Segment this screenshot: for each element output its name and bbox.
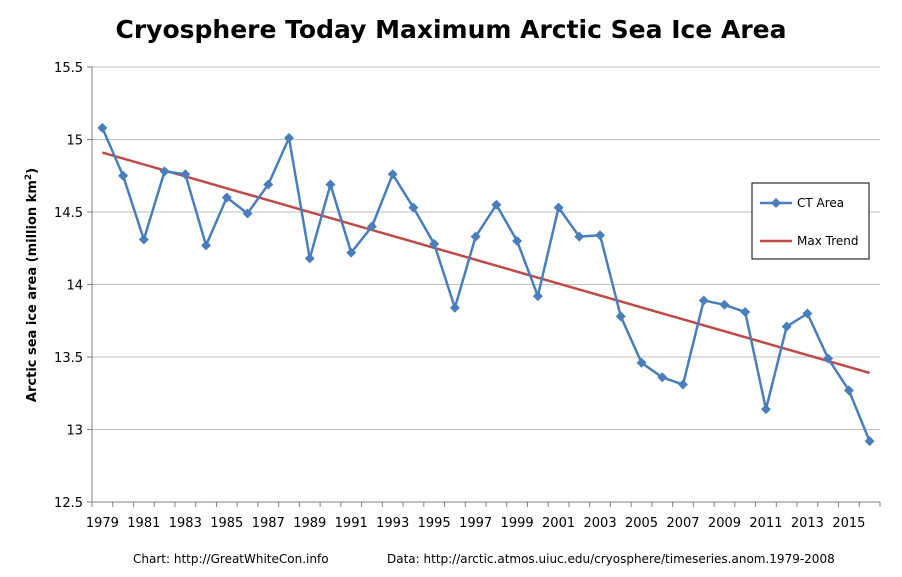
data-point-2009	[719, 299, 730, 310]
y-tick-label: 13.5	[54, 351, 83, 366]
legend-box	[751, 182, 870, 260]
data-point-1999	[512, 236, 523, 246]
data-point-2016	[864, 436, 875, 447]
data-point-1992	[366, 221, 377, 232]
data-point-1996	[449, 302, 460, 313]
data-point-2005	[636, 357, 647, 368]
data-point-1990	[325, 179, 336, 190]
series-max-trend	[102, 151, 870, 375]
data-point-1998	[491, 199, 502, 210]
data-point-1983	[180, 169, 191, 180]
data-point-2012	[781, 321, 792, 332]
x-tick-label: 1979	[86, 516, 119, 531]
data-point-2003	[595, 230, 606, 241]
data-point-2004	[615, 311, 626, 322]
x-tick-label: 2009	[708, 516, 741, 531]
data-point-2006	[657, 372, 668, 383]
x-tick-label: 2011	[749, 516, 782, 531]
data-point-1997	[470, 231, 481, 242]
y-tick-label: 14	[66, 279, 83, 294]
data-point-2002	[574, 231, 585, 242]
data-point-2008	[698, 295, 709, 306]
y-tick-label: 12.5	[54, 496, 83, 511]
x-tick-label: 1997	[459, 516, 492, 531]
data-point-2007	[678, 379, 688, 390]
legend-marker-ct-area	[771, 198, 781, 208]
data-point-1985	[221, 192, 232, 203]
data-point-1995	[429, 238, 440, 249]
data-point-2015	[843, 385, 854, 396]
data-point-2013	[802, 308, 813, 319]
x-tick-label: 2005	[625, 516, 658, 531]
x-tick-label: 1991	[335, 516, 368, 531]
data-point-2000	[532, 291, 543, 302]
x-tick-label: 2003	[584, 516, 617, 531]
y-tick-label: 14.5	[54, 206, 83, 221]
data-point-1980	[118, 170, 129, 181]
y-axis-label-close: )	[25, 168, 40, 174]
legend-label-max-trend: Max Trend	[797, 234, 858, 248]
x-tick-label: 1987	[252, 516, 285, 531]
data-point-1991	[346, 247, 357, 258]
y-tick-label: 15	[66, 134, 83, 149]
footer-chart-credit: Chart: http://GreatWhiteCon.info	[133, 552, 329, 566]
footer-data-source: Data: http://arctic.atmos.uiuc.edu/cryos…	[387, 552, 835, 566]
legend: CT Area Max Trend	[751, 182, 870, 260]
x-tick-label: 1989	[293, 516, 326, 531]
data-point-2011	[760, 404, 771, 415]
y-axis-label: Arctic sea ice area (million km2)	[24, 168, 40, 402]
data-point-1986	[242, 208, 253, 219]
x-tick-label: 2001	[542, 516, 575, 531]
data-point-2010	[740, 307, 751, 318]
data-point-1979	[97, 122, 108, 133]
data-point-1994	[408, 202, 419, 213]
x-tick-labels: 1979 1981 1983 1985 1987 1989 1991 1993 1995 1997…	[86, 516, 866, 531]
chart-title: Cryosphere Today Maximum Arctic Sea Ice …	[116, 15, 787, 44]
y-tick-label: 15.5	[54, 61, 83, 76]
x-tick-label: 1983	[169, 516, 202, 531]
x-tick-label: 2015	[832, 516, 865, 531]
data-point-1993	[387, 169, 398, 180]
data-point-1988	[284, 133, 294, 144]
data-point-2014	[823, 353, 834, 364]
x-tick-label: 1995	[418, 516, 451, 531]
data-point-1984	[201, 240, 212, 251]
y-tick-label: 13	[66, 424, 83, 439]
x-tick-label: 1985	[210, 516, 243, 531]
trend-line	[102, 151, 870, 375]
data-point-1982	[159, 166, 170, 177]
x-tick-label: 1981	[127, 516, 160, 531]
x-tick-label: 2007	[666, 516, 699, 531]
data-point-1987	[263, 179, 274, 190]
y-axis-label-superscript: 2	[24, 174, 34, 180]
gridlines	[87, 66, 881, 507]
x-tick-label: 2013	[791, 516, 824, 531]
series-ct-area	[97, 122, 875, 447]
data-point-1989	[304, 253, 315, 264]
x-tick-label: 1999	[501, 516, 534, 531]
data-point-2001	[553, 202, 564, 213]
data-point-1981	[138, 234, 149, 245]
legend-label-ct-area: CT Area	[797, 196, 844, 210]
x-tick-label: 1993	[376, 516, 409, 531]
y-tick-labels: 12.5 13 13.5 14 14.5 15 15.5	[54, 61, 83, 511]
